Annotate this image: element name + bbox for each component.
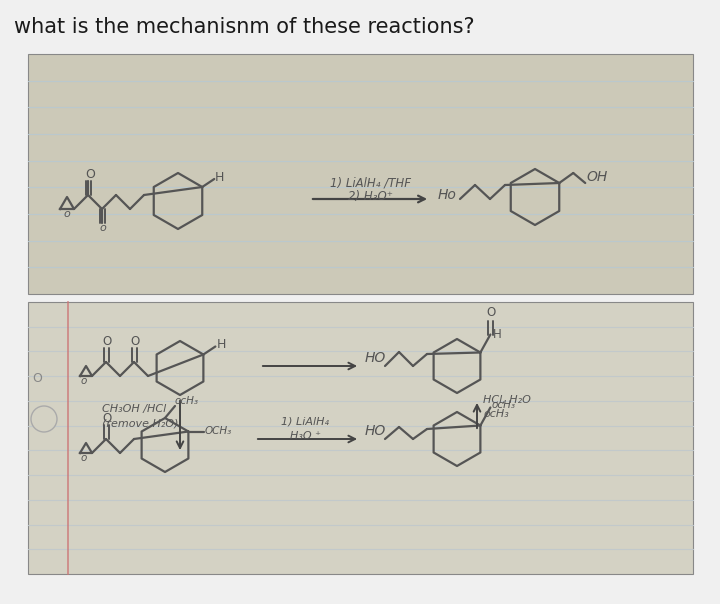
- Text: o: o: [99, 223, 106, 233]
- Text: (remove H₂O): (remove H₂O): [102, 418, 179, 428]
- Text: ocH₃: ocH₃: [483, 409, 509, 419]
- Text: O: O: [102, 335, 112, 348]
- FancyBboxPatch shape: [28, 302, 693, 574]
- Text: H: H: [215, 171, 225, 184]
- Text: H: H: [492, 329, 501, 341]
- Text: O: O: [487, 306, 495, 320]
- Text: H₃O ⁺: H₃O ⁺: [289, 431, 320, 441]
- Text: ocH₃: ocH₃: [175, 396, 199, 406]
- Text: o: o: [81, 376, 87, 386]
- Text: Ho: Ho: [438, 188, 457, 202]
- Text: H: H: [217, 338, 226, 352]
- Text: HO: HO: [365, 351, 386, 365]
- Text: o: o: [63, 209, 70, 219]
- Text: 2) H₃O⁺: 2) H₃O⁺: [348, 190, 392, 203]
- Text: CH₃OH /HCl: CH₃OH /HCl: [102, 404, 166, 414]
- Text: 1) LiAlH₄ /THF: 1) LiAlH₄ /THF: [330, 177, 410, 190]
- Text: ocH₃: ocH₃: [491, 399, 516, 410]
- Text: O: O: [32, 372, 42, 385]
- Text: O: O: [85, 168, 95, 181]
- Text: what is the mechanisnm of these reactions?: what is the mechanisnm of these reaction…: [14, 17, 474, 37]
- Circle shape: [31, 406, 57, 432]
- Text: O: O: [102, 412, 112, 425]
- Text: OCH₃: OCH₃: [204, 426, 232, 437]
- Text: HCl, H₂O: HCl, H₂O: [483, 395, 531, 405]
- Text: OH: OH: [586, 170, 608, 184]
- Text: O: O: [130, 335, 139, 348]
- Text: o: o: [81, 453, 87, 463]
- Text: 1) LiAlH₄: 1) LiAlH₄: [281, 417, 329, 427]
- FancyBboxPatch shape: [28, 54, 693, 294]
- Text: HO: HO: [365, 424, 386, 438]
